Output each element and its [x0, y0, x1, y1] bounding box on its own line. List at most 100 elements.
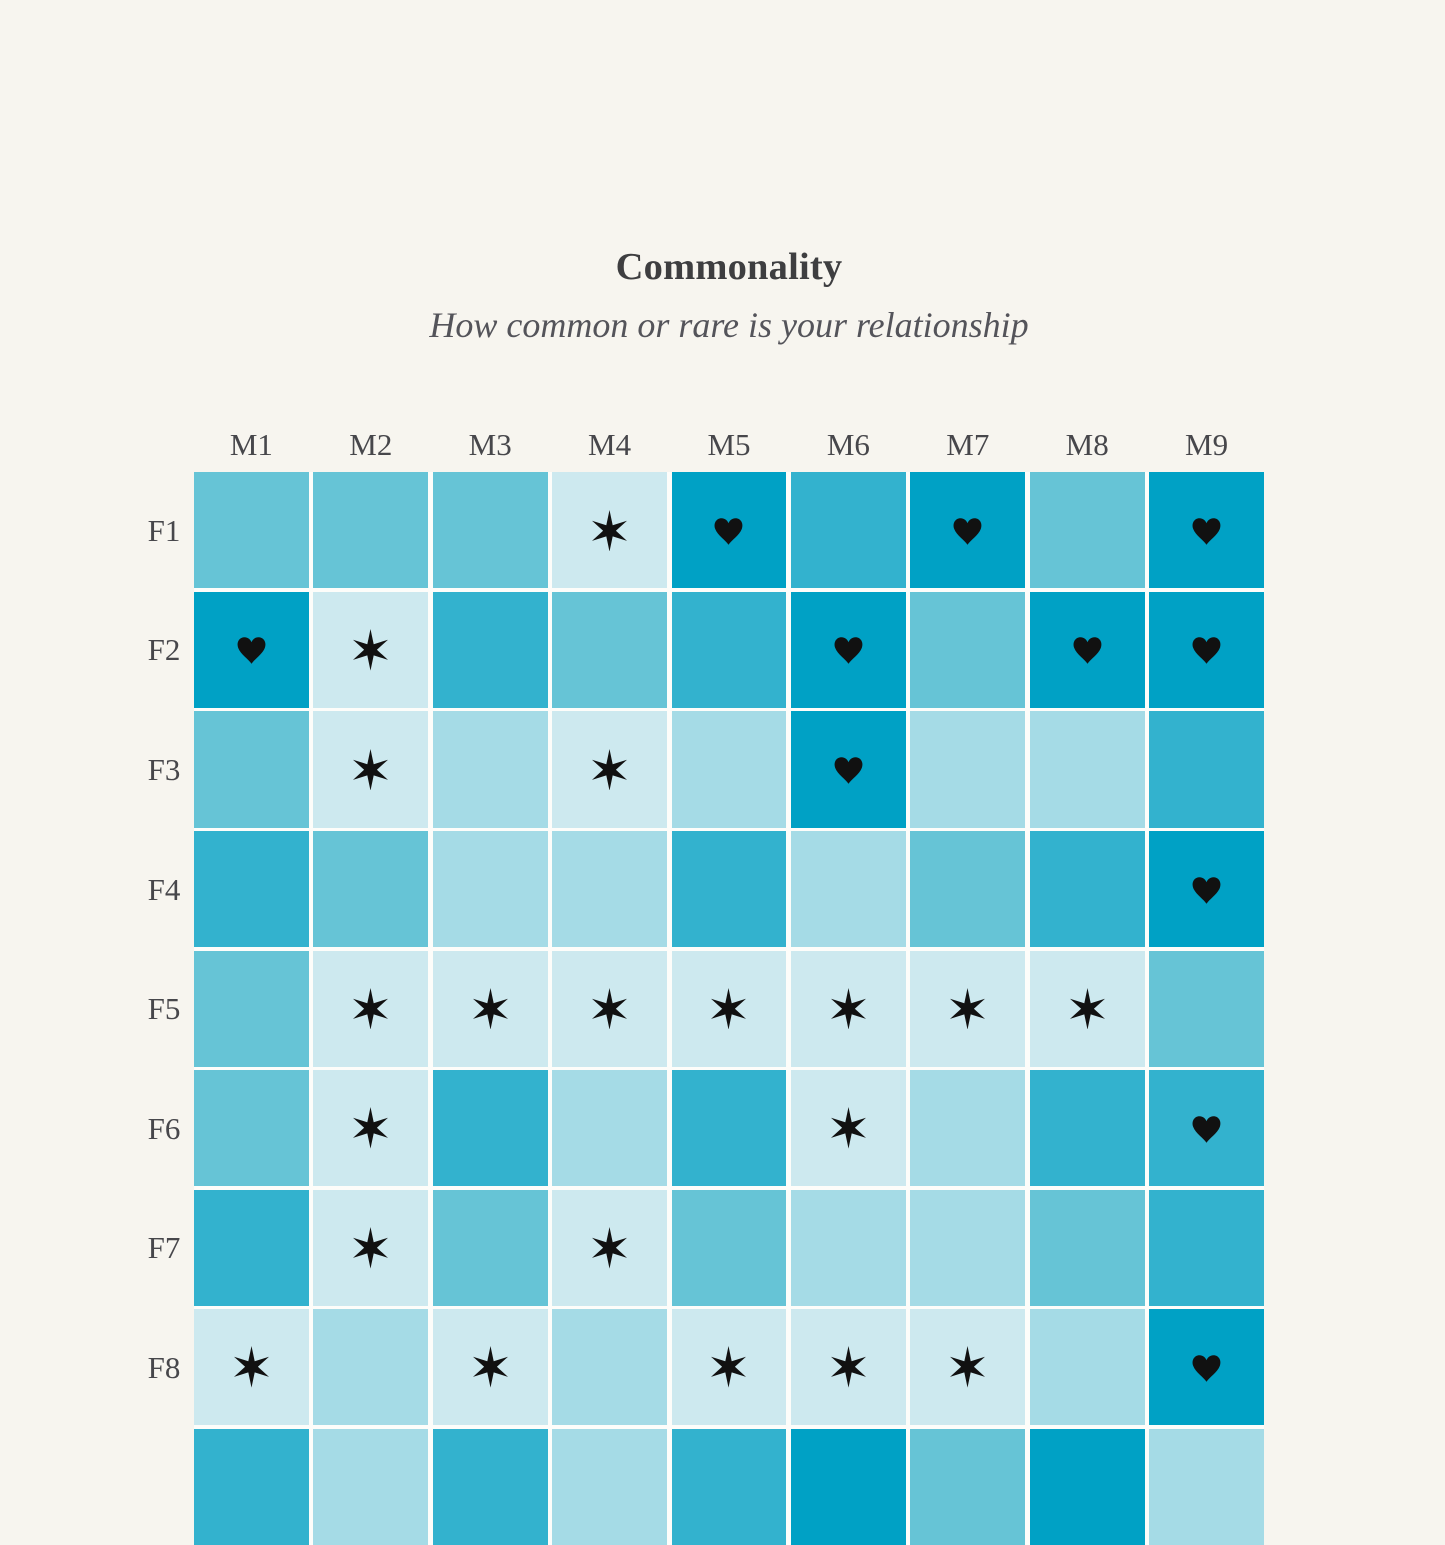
- heart-icon: [1192, 637, 1221, 665]
- row-label-F5: F5: [147, 991, 181, 1027]
- cell-F1-M2: [313, 472, 429, 589]
- star-icon: [353, 629, 389, 671]
- col-label-M8: M8: [1065, 427, 1109, 462]
- cell-F6-M1: [194, 1070, 309, 1187]
- row-label-F4: F4: [147, 871, 181, 907]
- row-label-F7: F7: [147, 1230, 181, 1266]
- cell-F8-M3: [432, 1309, 548, 1426]
- cell-F2-M2: [313, 591, 429, 708]
- cell-F7-M6: [791, 1189, 906, 1306]
- cell-F6-M2: [313, 1070, 429, 1187]
- cell-F3-M4: [552, 711, 667, 828]
- cell-F8-M5: [671, 1309, 787, 1426]
- col-label-M5: M5: [707, 427, 751, 462]
- star-icon: [592, 509, 628, 552]
- cell-F2-M1: [194, 591, 309, 708]
- cell-F5-M3: [432, 950, 548, 1067]
- cell-F2-M9: [1149, 591, 1264, 708]
- cell-F8-M7: [910, 1309, 1026, 1426]
- cell-F2-M5: [671, 591, 787, 708]
- cell-F4-M9: [1149, 830, 1264, 948]
- cell-F5-M7: [910, 950, 1026, 1067]
- cell-F2-M4: [552, 591, 667, 708]
- cell-F2-M3: [432, 591, 548, 708]
- cell-F3-M7: [910, 711, 1026, 828]
- cell-F4-M5: [671, 830, 787, 948]
- heart-icon: [1192, 1354, 1221, 1382]
- star-icon: [472, 1346, 508, 1389]
- col-label-M6: M6: [826, 427, 870, 462]
- cell-F3-M6: [791, 711, 906, 828]
- col-label-M3: M3: [468, 427, 512, 462]
- heart-icon: [1192, 518, 1221, 545]
- heart-icon: [834, 637, 863, 665]
- cell-F6-M5: [671, 1070, 787, 1187]
- star-icon: [592, 1226, 628, 1269]
- chart-title: Commonality: [615, 245, 843, 288]
- cell-F1-M4: [552, 472, 667, 589]
- cell-F1-M6: [791, 472, 906, 589]
- heart-icon: [1192, 876, 1221, 904]
- heart-icon: [953, 518, 982, 545]
- cell-F9-M1: [194, 1428, 309, 1545]
- cell-F2-M7: [910, 591, 1026, 708]
- cell-F1-M3: [432, 472, 548, 589]
- cell-F1-M9: [1149, 472, 1264, 589]
- cell-F1-M7: [910, 472, 1026, 589]
- col-label-M1: M1: [229, 427, 273, 462]
- cell-F9-M2: [313, 1428, 429, 1545]
- cell-F9-M6: [791, 1428, 906, 1545]
- heart-icon: [1192, 1115, 1221, 1143]
- cell-F5-M1: [194, 950, 309, 1067]
- cell-F8-M8: [1029, 1309, 1145, 1426]
- cell-F8-M6: [791, 1309, 906, 1426]
- cell-F4-M4: [552, 830, 667, 948]
- star-icon: [830, 987, 866, 1030]
- cell-F7-M7: [910, 1189, 1026, 1306]
- heart-icon: [834, 757, 863, 784]
- star-icon: [592, 748, 628, 791]
- cell-F9-M7: [910, 1428, 1026, 1545]
- cell-F2-M8: [1029, 591, 1145, 708]
- cell-F7-M3: [432, 1189, 548, 1306]
- cell-F4-M7: [910, 830, 1026, 948]
- cell-F7-M2: [313, 1189, 429, 1306]
- col-label-M9: M9: [1185, 427, 1229, 462]
- cell-F4-M8: [1029, 830, 1145, 948]
- cell-F7-M4: [552, 1189, 667, 1306]
- cell-F1-M5: [671, 472, 787, 589]
- star-icon: [830, 1107, 866, 1149]
- cell-F6-M9: [1149, 1070, 1264, 1187]
- star-icon: [950, 987, 986, 1030]
- cell-F9-M5: [671, 1428, 787, 1545]
- star-icon: [830, 1346, 866, 1389]
- row-label-F8: F8: [147, 1349, 181, 1385]
- cell-F8-M4: [552, 1309, 667, 1426]
- star-icon: [592, 987, 628, 1030]
- cell-F5-M4: [552, 950, 667, 1067]
- cell-F9-M9: [1149, 1428, 1264, 1545]
- cell-F6-M6: [791, 1070, 906, 1187]
- cell-F5-M5: [671, 950, 787, 1067]
- row-label-F2: F2: [147, 632, 181, 668]
- cell-F3-M3: [432, 711, 548, 828]
- chart-subtitle: How common or rare is your relationship: [429, 305, 1029, 345]
- star-icon: [353, 748, 389, 791]
- cell-F5-M8: [1029, 950, 1145, 1067]
- cell-F9-M3: [432, 1428, 548, 1545]
- cell-F7-M8: [1029, 1189, 1145, 1306]
- cell-F4-M2: [313, 830, 429, 948]
- cell-F9-M4: [552, 1428, 667, 1545]
- star-icon: [353, 987, 389, 1030]
- star-icon: [711, 1346, 747, 1389]
- heart-icon: [715, 518, 743, 545]
- cell-F3-M5: [671, 711, 787, 828]
- cell-F4-M6: [791, 830, 906, 948]
- cell-F7-M1: [194, 1189, 309, 1306]
- cell-F2-M6: [791, 591, 906, 708]
- star-icon: [233, 1346, 269, 1389]
- row-label-F1: F1: [147, 512, 181, 548]
- star-icon: [353, 1107, 389, 1149]
- cell-F4-M1: [194, 830, 309, 948]
- cell-F3-M2: [313, 711, 429, 828]
